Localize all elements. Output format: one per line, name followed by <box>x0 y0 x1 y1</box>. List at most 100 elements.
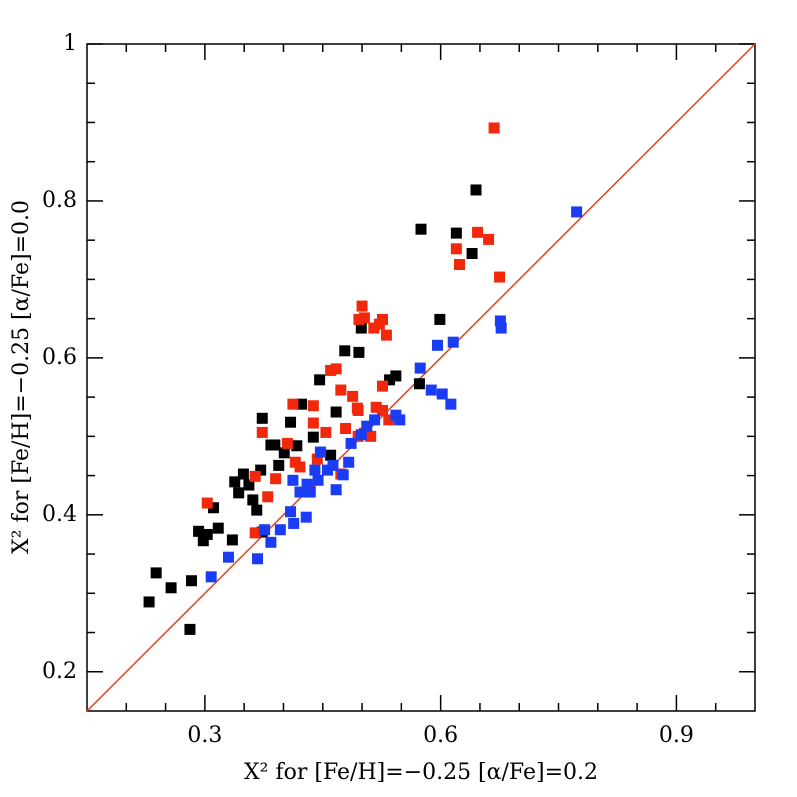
point <box>237 468 249 480</box>
point <box>365 430 377 442</box>
x-tick-label: 0.6 <box>423 723 458 748</box>
point <box>495 322 507 334</box>
point <box>229 476 241 488</box>
y-axis-label: X² for [Fe/H]=−0.25 [α/Fe]=0.0 <box>9 200 34 554</box>
point <box>450 243 462 255</box>
point <box>369 414 381 426</box>
point <box>425 384 437 396</box>
point <box>380 329 392 341</box>
point <box>376 404 388 416</box>
x-axis-label: X² for [Fe/H]=−0.25 [α/Fe]=0.2 <box>244 760 598 785</box>
point <box>361 420 373 432</box>
point <box>454 259 466 271</box>
point <box>314 446 326 458</box>
point <box>294 461 306 473</box>
point <box>243 479 255 491</box>
point <box>494 315 506 327</box>
point <box>294 486 306 498</box>
point <box>273 459 285 471</box>
point <box>285 416 297 428</box>
point <box>321 464 333 476</box>
point <box>358 312 370 324</box>
point <box>222 551 234 563</box>
point <box>307 431 319 443</box>
point <box>494 271 506 283</box>
point <box>327 459 339 471</box>
point <box>472 226 484 238</box>
point <box>370 401 382 413</box>
point <box>383 414 395 426</box>
point <box>251 504 263 516</box>
point <box>233 487 245 499</box>
point <box>197 535 209 547</box>
point <box>447 336 459 348</box>
point <box>356 300 368 312</box>
point <box>337 469 349 481</box>
point <box>184 623 196 635</box>
point <box>288 517 300 529</box>
point <box>311 453 323 465</box>
point <box>483 233 495 245</box>
point <box>414 362 426 374</box>
point <box>259 524 271 536</box>
point <box>343 456 355 468</box>
point <box>394 414 406 426</box>
point <box>436 388 448 400</box>
point <box>270 473 282 485</box>
reference-line <box>86 43 756 712</box>
point <box>269 439 281 451</box>
point <box>256 412 268 424</box>
point <box>352 404 364 416</box>
point <box>434 313 446 325</box>
point <box>287 398 299 410</box>
y-tick-label: 0.6 <box>42 345 77 370</box>
y-tick-label: 1 <box>63 31 77 56</box>
point <box>376 313 388 325</box>
point <box>345 437 357 449</box>
point <box>355 322 367 334</box>
point <box>201 497 213 509</box>
point <box>143 596 155 608</box>
point <box>347 390 359 402</box>
x-tick-label: 0.3 <box>187 723 222 748</box>
point <box>285 506 297 518</box>
point <box>355 429 367 441</box>
point <box>201 528 213 540</box>
point <box>278 447 290 459</box>
point <box>330 484 342 496</box>
point <box>320 426 332 438</box>
point <box>309 464 321 476</box>
point <box>384 374 396 386</box>
point <box>274 524 286 536</box>
point <box>226 534 238 546</box>
point <box>212 522 224 534</box>
point <box>325 449 337 461</box>
y-tick-label: 0.4 <box>42 502 77 527</box>
y-tick-label: 0.2 <box>42 659 77 684</box>
point <box>249 470 261 482</box>
point <box>339 345 351 357</box>
x-tick-label: 0.9 <box>659 723 694 748</box>
point <box>296 398 308 410</box>
point <box>205 571 217 583</box>
point <box>307 417 319 429</box>
point <box>300 511 312 523</box>
point <box>445 398 457 410</box>
y-tick-label: 0.8 <box>42 188 77 213</box>
point <box>186 575 198 587</box>
point <box>415 223 427 235</box>
point <box>255 464 267 476</box>
point <box>314 374 326 386</box>
point <box>376 380 388 392</box>
point <box>208 502 220 514</box>
point <box>335 384 347 396</box>
point <box>368 322 380 334</box>
point <box>304 486 316 498</box>
point <box>312 474 324 486</box>
point <box>466 248 478 260</box>
point <box>488 122 500 134</box>
point <box>252 553 264 565</box>
point <box>353 313 365 325</box>
point <box>256 426 268 438</box>
